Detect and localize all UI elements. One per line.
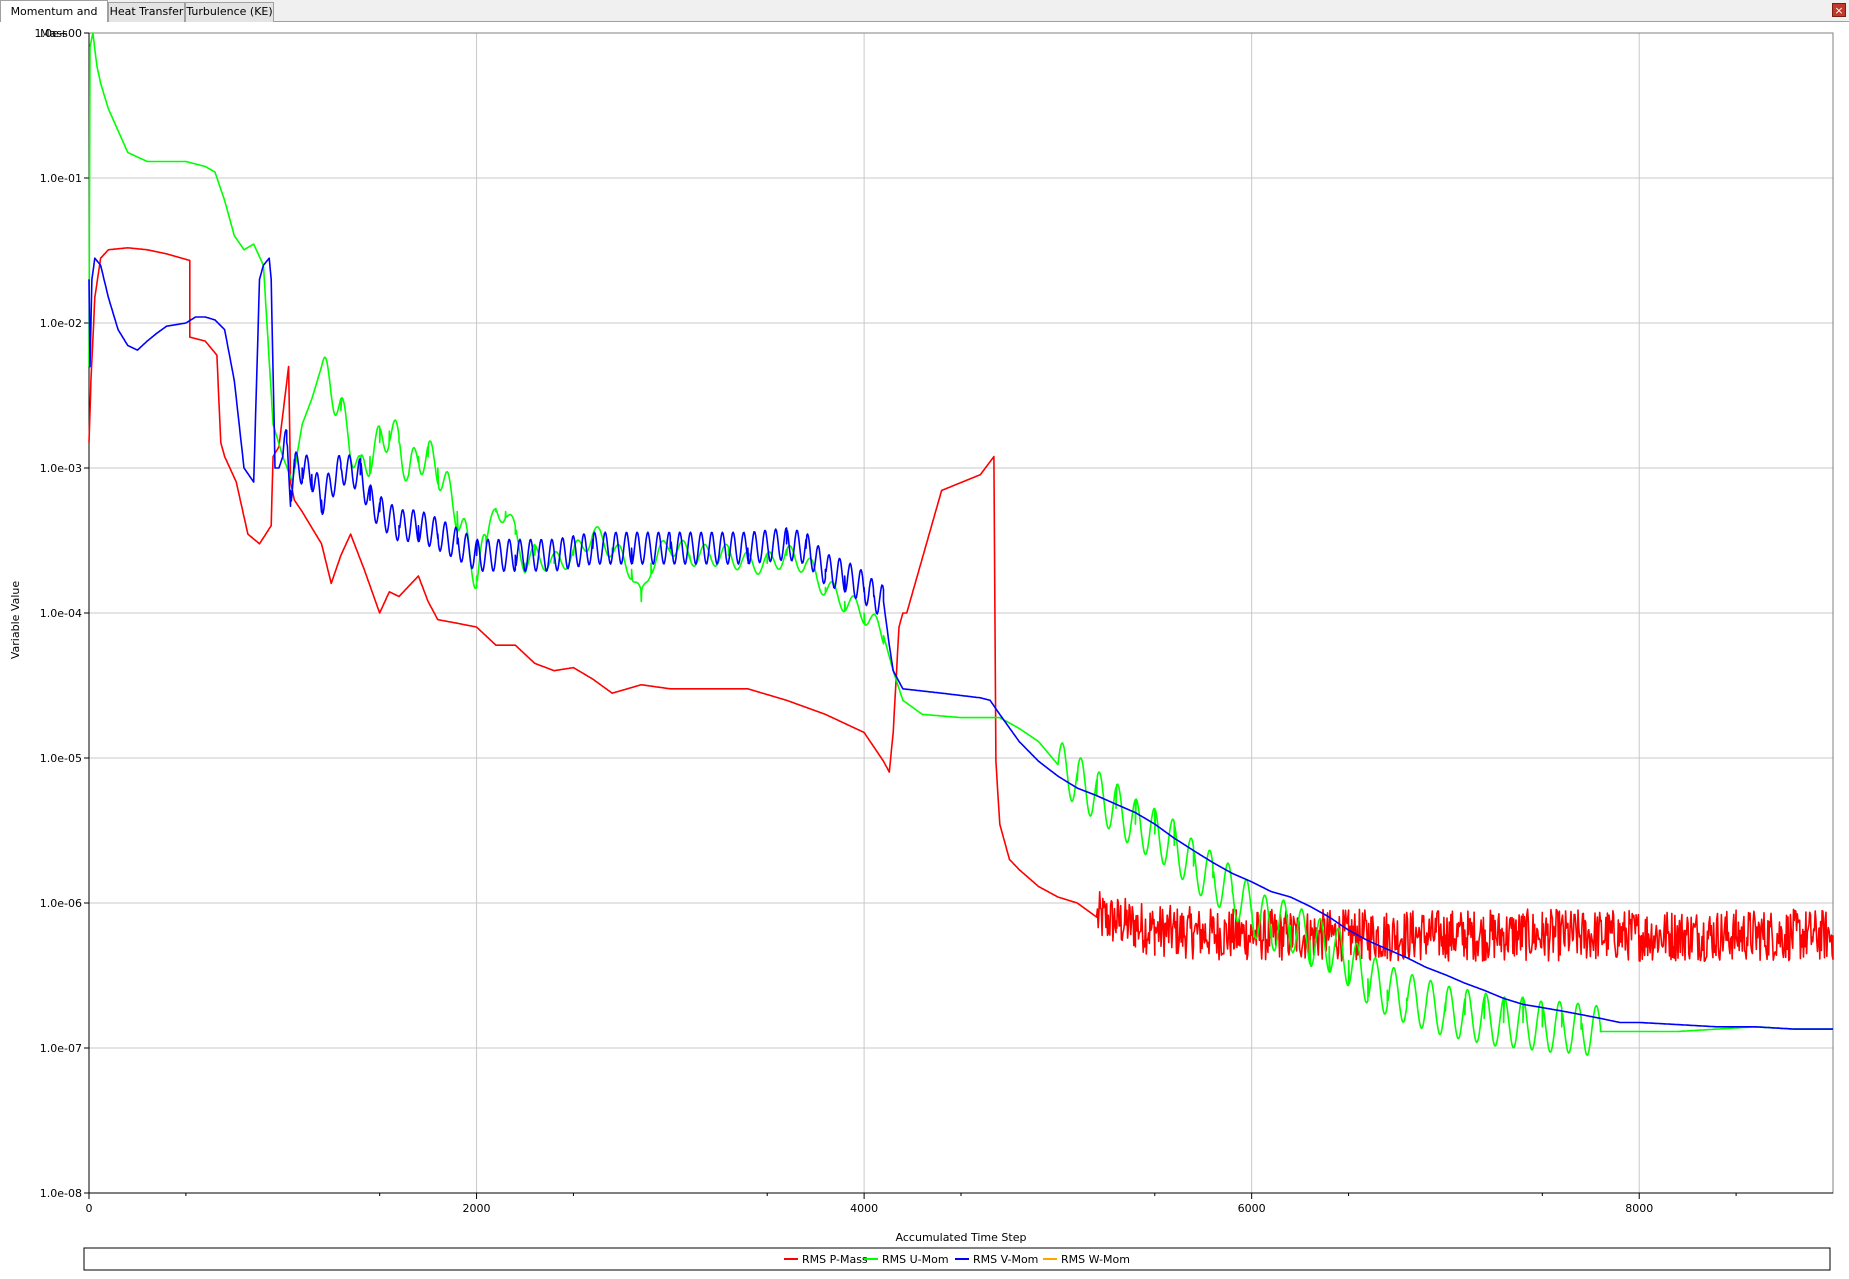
y-tick-label: 1.0e-01 [40, 172, 82, 185]
grid-lines [89, 32, 1833, 1194]
x-axis-label: Accumulated Time Step [896, 1231, 1027, 1244]
legend-label: RMS V-Mom [973, 1253, 1038, 1266]
y-tick-label: 1.0e-04 [40, 607, 82, 620]
series-line-rms-p-mass [88, 247, 1834, 962]
x-tick-label: 0 [86, 1202, 93, 1215]
series-line-rms-u-mom [88, 32, 1833, 1056]
y-tick-label: 1.0e-02 [40, 317, 82, 330]
axis-ticks: 0 2000 4000 6000 8000 1.0e+00 1.0e-01 1.0e-02 1.… [35, 27, 1833, 1215]
y-tick-label: 1.0e+00 [35, 27, 82, 40]
series-line-rms-v-mom [88, 257, 1833, 1030]
y-tick-label: 1.0e-05 [40, 752, 82, 765]
residual-plot: 0 2000 4000 6000 8000 1.0e+00 1.0e-01 1.0e-02 1.… [9, 27, 1834, 1271]
y-axis-label: Variable Value [9, 581, 22, 659]
legend-label: RMS U-Mom [882, 1253, 949, 1266]
x-tick-label: 4000 [850, 1202, 878, 1215]
y-tick-label: 1.0e-06 [40, 897, 82, 910]
x-tick-label: 8000 [1625, 1202, 1653, 1215]
x-tick-label: 2000 [463, 1202, 491, 1215]
tab-momentum-and-mass[interactable]: Momentum and Mass [0, 0, 108, 40]
legend-label: RMS P-Mass [802, 1253, 868, 1266]
close-icon[interactable]: × [1832, 3, 1846, 17]
tab-bar: Momentum and Mass Heat Transfer Turbulen… [0, 0, 1849, 40]
y-tick-label: 1.0e-08 [40, 1187, 82, 1200]
tab-heat-transfer[interactable]: Heat Transfer [108, 2, 185, 22]
series-lines [88, 32, 1834, 1056]
legend: RMS P-Mass RMS U-Mom RMS V-Mom RMS W-Mom [784, 1253, 1130, 1266]
tab-turbulence-ke[interactable]: Turbulence (KE) [185, 2, 274, 22]
x-tick-label: 6000 [1238, 1202, 1266, 1215]
legend-label: RMS W-Mom [1061, 1253, 1130, 1266]
y-tick-label: 1.0e-07 [40, 1042, 82, 1055]
y-tick-label: 1.0e-03 [40, 462, 82, 475]
